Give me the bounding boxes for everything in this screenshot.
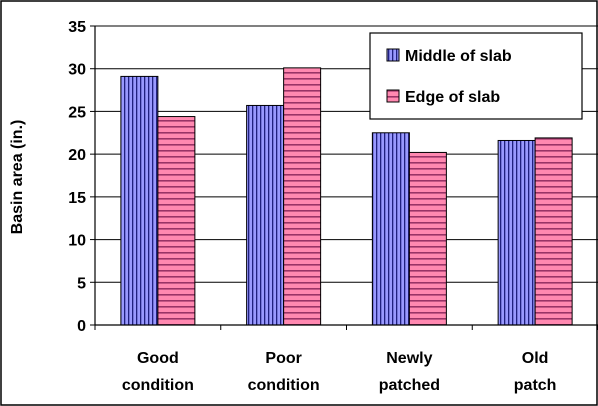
category-label-line: patch <box>514 377 557 394</box>
bars <box>120 67 573 326</box>
y-tick-label: 25 <box>68 104 86 121</box>
category-label-line: Good <box>137 350 179 367</box>
bar-middle-of-slab <box>246 104 285 326</box>
category-label-line: condition <box>248 377 320 394</box>
y-tick-label: 0 <box>77 318 86 335</box>
legend-label-middle-of-slab: Middle of slab <box>405 48 512 65</box>
category-label: Newly patched <box>379 350 440 394</box>
y-axis-title: Basin area (in.) <box>9 120 26 235</box>
bar-edge-of-slab <box>534 137 573 326</box>
y-tick-label: 30 <box>68 62 86 79</box>
y-tick-label: 35 <box>68 19 86 36</box>
axes <box>90 25 598 330</box>
bar-middle-of-slab <box>371 132 410 326</box>
bar-edge-of-slab <box>408 151 447 326</box>
legend-swatch-edge-of-slab <box>386 89 400 103</box>
bar-edge-of-slab <box>283 67 322 326</box>
legend: Middle of slab Edge of slab <box>369 32 583 120</box>
category-label-line: patched <box>379 377 440 394</box>
category-labels: Good condition Poor condition Newly patched Ol… <box>122 350 557 394</box>
y-tick-label: 10 <box>68 233 86 250</box>
y-tick-labels: 0 5 10 15 20 25 30 35 <box>68 19 86 335</box>
category-label-line: Poor <box>265 350 301 367</box>
legend-label-edge-of-slab: Edge of slab <box>405 89 500 106</box>
category-label-line: Old <box>522 350 549 367</box>
bar-middle-of-slab <box>120 75 159 326</box>
category-label-line: condition <box>122 377 194 394</box>
category-label: Old patch <box>514 350 557 394</box>
bar-edge-of-slab <box>157 116 196 326</box>
y-tick-label: 20 <box>68 147 86 164</box>
y-tick-label: 15 <box>68 190 86 207</box>
category-label: Good condition <box>122 350 194 394</box>
legend-swatch-middle-of-slab <box>386 48 400 62</box>
bar-middle-of-slab <box>497 139 536 326</box>
legend-box <box>369 32 583 120</box>
category-label-line: Newly <box>386 350 432 367</box>
category-label: Poor condition <box>248 350 320 394</box>
y-tick-label: 5 <box>77 275 86 292</box>
